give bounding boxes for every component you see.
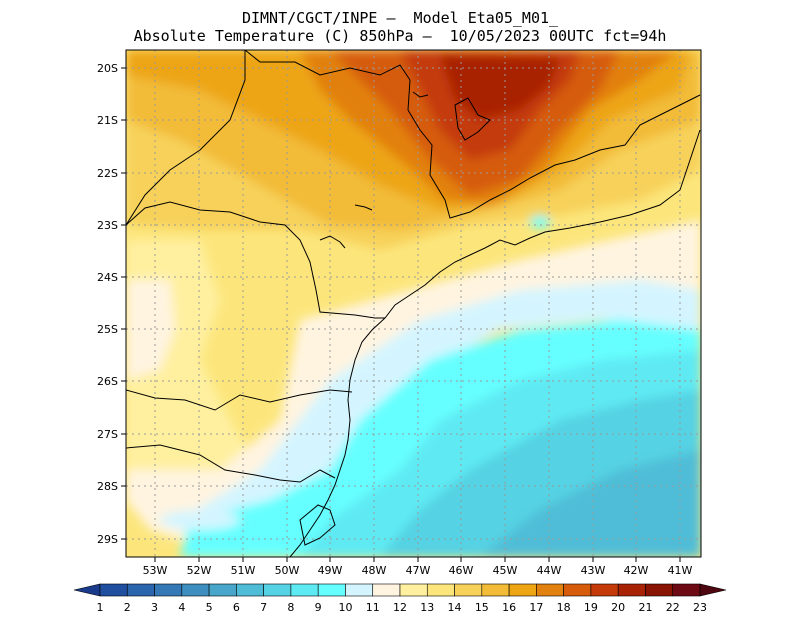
colorbar-label: 21: [638, 601, 652, 614]
coastline-and-borders: [126, 50, 701, 557]
colorbar-label: 1: [97, 601, 104, 614]
temperature-field: [126, 50, 701, 557]
colorbar-swatch: [263, 583, 292, 597]
grid-lines: [126, 50, 701, 557]
lon-label: 44W: [537, 564, 562, 577]
colorbar-label: 5: [206, 601, 213, 614]
lat-label: 25S: [97, 323, 118, 336]
colorbar-swatch: [208, 583, 237, 597]
colorbar-label: 16: [502, 601, 516, 614]
colorbar-swatch: [454, 583, 483, 597]
lat-label: 23S: [97, 219, 118, 232]
colorbar-swatch: [563, 583, 592, 597]
lon-label: 49W: [318, 564, 343, 577]
latitude-labels: 20S 21S 22S 23S 24S 25S 26S 27S 28S 29S: [97, 62, 118, 546]
lat-label: 24S: [97, 271, 118, 284]
lon-label: 45W: [493, 564, 518, 577]
colorbar-swatch: [236, 583, 264, 597]
colorbar-label: 8: [287, 601, 294, 614]
lat-label: 26S: [97, 375, 118, 388]
colorbar-swatch: [126, 583, 155, 597]
lat-label: 20S: [97, 62, 118, 75]
colorbar-label: 3: [151, 601, 158, 614]
colorbar-label: 2: [124, 601, 131, 614]
colorbar-label: 22: [666, 601, 680, 614]
colorbar-left-arrow: [73, 583, 101, 597]
colorbar-label: 19: [584, 601, 598, 614]
colorbar-label: 18: [557, 601, 571, 614]
lon-label: 50W: [275, 564, 300, 577]
lon-label: 47W: [406, 564, 431, 577]
lat-label: 28S: [97, 480, 118, 493]
colorbar: 1 2 3 4 5 6 7 8 9 10 11 12 13 14 15 16 17 18 19 20 21 22 23: [73, 583, 727, 614]
colorbar-swatch: [154, 583, 183, 597]
colorbar-label: 10: [338, 601, 352, 614]
colorbar-swatch: [481, 583, 510, 597]
lon-label: 42W: [624, 564, 649, 577]
colorbar-label: 11: [366, 601, 380, 614]
colorbar-label: 14: [448, 601, 462, 614]
colorbar-swatch: [399, 583, 428, 597]
lon-label: 53W: [143, 564, 168, 577]
colorbar-label: 6: [233, 601, 240, 614]
colorbar-swatch: [290, 583, 319, 597]
lat-label: 22S: [97, 167, 118, 180]
lon-label: 46W: [449, 564, 474, 577]
colorbar-swatch: [345, 583, 374, 597]
colorbar-swatch: [672, 583, 701, 597]
colorbar-swatch: [508, 583, 537, 597]
colorbar-label: 23: [693, 601, 707, 614]
colorbar-label: 4: [178, 601, 185, 614]
lon-label: 43W: [581, 564, 606, 577]
colorbar-swatch: [536, 583, 564, 597]
lat-label: 27S: [97, 428, 118, 441]
lat-label: 21S: [97, 114, 118, 127]
longitude-labels: 53W 52W 51W 50W 49W 48W 47W 46W 45W 44W …: [143, 564, 693, 577]
colorbar-swatch: [181, 583, 210, 597]
lat-label: 29S: [97, 533, 118, 546]
colorbar-label: 17: [529, 601, 543, 614]
lon-label: 51W: [231, 564, 256, 577]
lon-label: 52W: [187, 564, 212, 577]
colorbar-label: 20: [611, 601, 625, 614]
colorbar-swatch: [372, 583, 401, 597]
colorbar-swatch: [317, 583, 346, 597]
colorbar-swatch: [99, 583, 128, 597]
colorbar-label: 13: [420, 601, 434, 614]
lon-label: 41W: [668, 564, 693, 577]
colorbar-label: 9: [315, 601, 322, 614]
colorbar-swatch: [645, 583, 674, 597]
map-frame: [125, 49, 702, 558]
colorbar-swatch: [426, 583, 455, 597]
title-line-1: DIMNT/CGCT/INPE – Model Eta05_M01_: [241, 9, 559, 27]
colorbar-swatch: [590, 583, 619, 597]
colorbar-swatch: [617, 583, 646, 597]
colorbar-label: 12: [393, 601, 407, 614]
axis-ticks: [121, 67, 681, 562]
colorbar-right-arrow: [699, 583, 727, 597]
title-line-2: Absolute Temperature (C) 850hPa – 10/05/…: [133, 27, 667, 45]
colorbar-label: 15: [475, 601, 489, 614]
lon-label: 48W: [362, 564, 387, 577]
colorbar-label: 7: [260, 601, 267, 614]
